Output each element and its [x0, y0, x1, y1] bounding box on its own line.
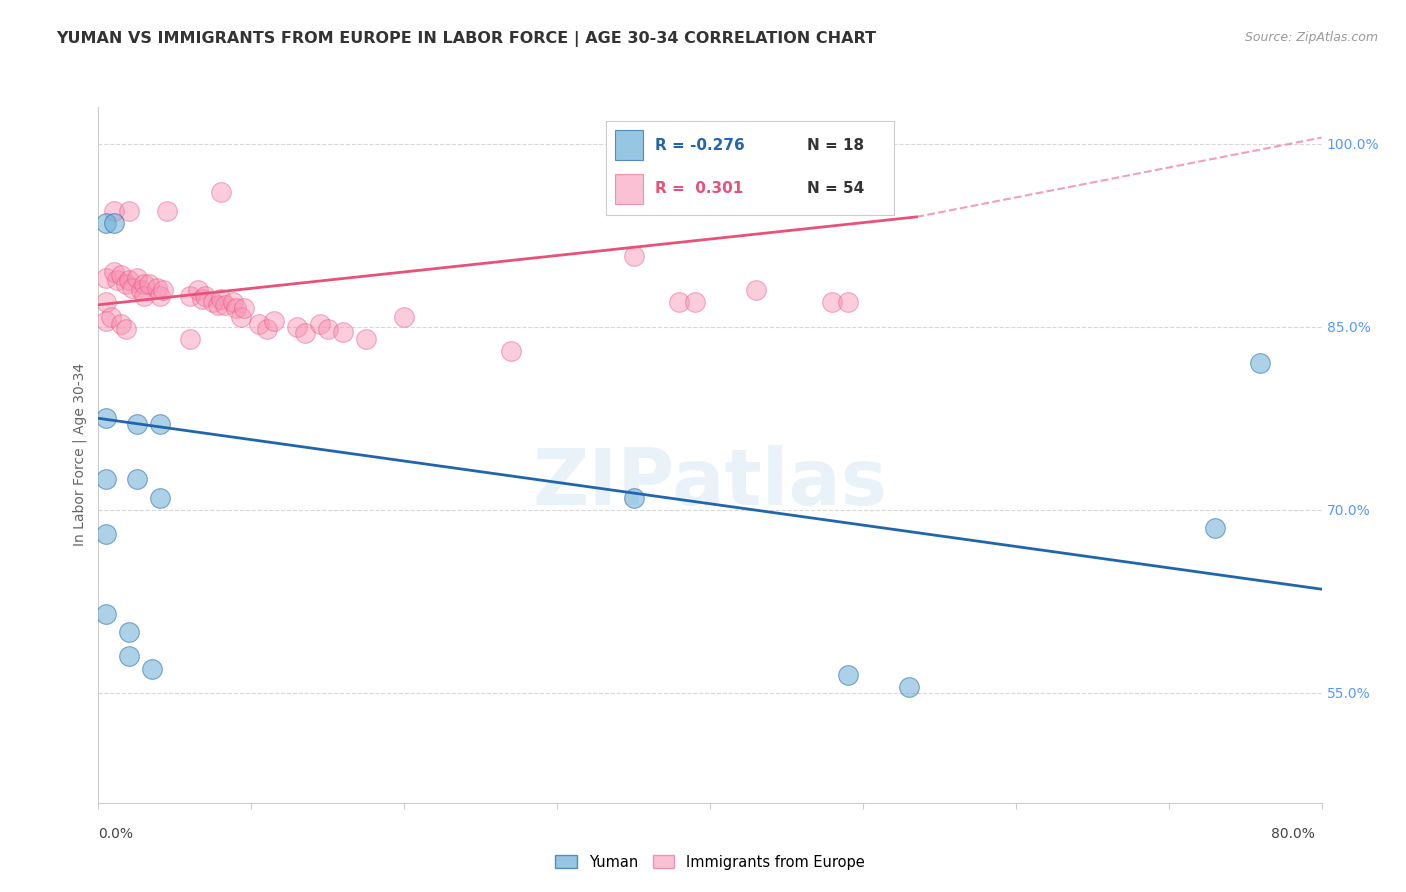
Point	[285, 319, 308, 334]
Point	[105, 273, 128, 287]
Point	[354, 332, 377, 346]
Point	[125, 417, 148, 432]
Point	[145, 281, 167, 295]
Point	[118, 273, 141, 287]
Point	[623, 249, 645, 263]
Point	[837, 295, 859, 310]
Point	[191, 292, 214, 306]
Point	[103, 216, 125, 230]
Point	[316, 322, 339, 336]
Point	[187, 283, 209, 297]
Point	[202, 295, 225, 310]
Point	[156, 203, 179, 218]
Point	[745, 283, 768, 297]
Point	[100, 310, 122, 324]
Point	[149, 417, 172, 432]
Text: ZIPatlas: ZIPatlas	[533, 445, 887, 521]
Point	[837, 667, 859, 681]
Point	[222, 295, 245, 310]
Point	[141, 661, 163, 675]
Point	[115, 322, 138, 336]
Point	[179, 289, 201, 303]
Point	[125, 472, 148, 486]
Point	[118, 624, 141, 639]
Point	[309, 318, 332, 332]
Point	[294, 326, 316, 340]
Point	[1249, 356, 1271, 370]
Point	[110, 318, 132, 332]
Point	[94, 216, 117, 230]
Point	[821, 295, 844, 310]
Point	[623, 491, 645, 505]
Point	[179, 332, 201, 346]
Point	[209, 292, 232, 306]
Point	[134, 289, 156, 303]
Point	[125, 271, 148, 285]
Text: 80.0%: 80.0%	[1271, 827, 1315, 841]
Point	[103, 203, 125, 218]
Point	[247, 318, 270, 332]
Point	[232, 301, 254, 316]
Point	[103, 265, 125, 279]
Point	[94, 295, 117, 310]
Text: Source: ZipAtlas.com: Source: ZipAtlas.com	[1244, 31, 1378, 45]
Point	[214, 298, 236, 312]
Point	[118, 203, 141, 218]
Point	[225, 301, 247, 316]
Text: 0.0%: 0.0%	[98, 827, 134, 841]
Point	[118, 649, 141, 664]
Point	[94, 411, 117, 425]
Point	[121, 281, 143, 295]
Point	[94, 472, 117, 486]
Point	[392, 310, 416, 324]
Legend: Yuman, Immigrants from Europe: Yuman, Immigrants from Europe	[550, 849, 870, 876]
Point	[149, 491, 172, 505]
Point	[138, 277, 160, 291]
Point	[94, 271, 117, 285]
Point	[263, 313, 285, 327]
Y-axis label: In Labor Force | Age 30-34: In Labor Force | Age 30-34	[73, 363, 87, 547]
Point	[332, 325, 354, 339]
Point	[94, 607, 117, 621]
Point	[94, 527, 117, 541]
Point	[134, 277, 156, 291]
Point	[683, 295, 706, 310]
Point	[115, 277, 138, 291]
Point	[149, 289, 172, 303]
Point	[256, 322, 278, 336]
Point	[207, 298, 229, 312]
Point	[194, 289, 217, 303]
Point	[152, 283, 174, 297]
Point	[1204, 521, 1226, 535]
Point	[501, 344, 523, 359]
Point	[668, 295, 690, 310]
Point	[129, 283, 152, 297]
Point	[94, 313, 117, 327]
Point	[209, 186, 232, 200]
Point	[229, 310, 252, 324]
Point	[110, 268, 132, 283]
Point	[897, 680, 920, 694]
Text: YUMAN VS IMMIGRANTS FROM EUROPE IN LABOR FORCE | AGE 30-34 CORRELATION CHART: YUMAN VS IMMIGRANTS FROM EUROPE IN LABOR…	[56, 31, 876, 47]
